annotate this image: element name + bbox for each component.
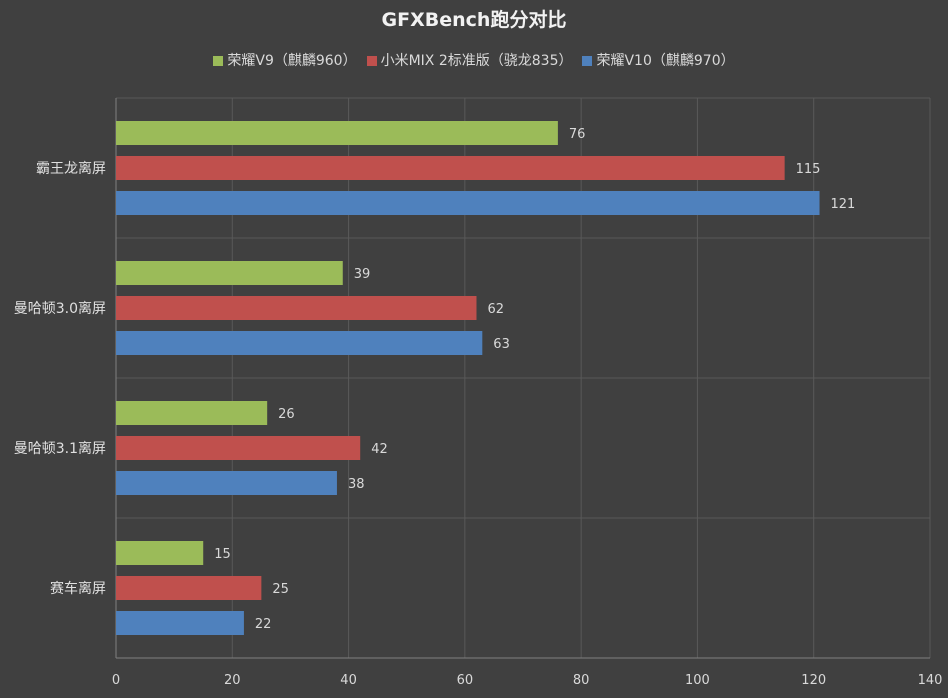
data-label: 26 bbox=[278, 407, 295, 422]
legend-entry: 荣耀V10（麒麟970） bbox=[582, 50, 735, 72]
data-label: 121 bbox=[831, 197, 856, 212]
data-label: 15 bbox=[214, 547, 231, 562]
x-tick-label: 60 bbox=[457, 673, 474, 688]
legend-swatch bbox=[366, 56, 377, 66]
chart-title: GFXBench跑分对比 bbox=[381, 9, 567, 31]
data-label: 42 bbox=[371, 442, 388, 457]
x-tick-label: 100 bbox=[685, 673, 710, 688]
bar bbox=[116, 611, 244, 635]
bar bbox=[116, 471, 337, 495]
bar bbox=[116, 261, 343, 285]
category-label: 赛车离屏 bbox=[50, 580, 106, 597]
legend-label: 荣耀V9（麒麟960） bbox=[227, 53, 357, 69]
legend-label: 小米MIX 2标准版（骁龙835） bbox=[380, 53, 573, 69]
bar bbox=[116, 331, 483, 355]
legend-swatch bbox=[213, 56, 224, 66]
data-label: 76 bbox=[569, 127, 586, 142]
data-label: 115 bbox=[796, 162, 821, 177]
bar bbox=[116, 156, 785, 180]
bar bbox=[116, 191, 820, 215]
chart-legend: 荣耀V9（麒麟960） 小米MIX 2标准版（骁龙835） 荣耀V10（麒麟970） bbox=[0, 50, 948, 72]
x-tick-label: 20 bbox=[224, 673, 241, 688]
bar bbox=[116, 541, 204, 565]
data-label: 39 bbox=[354, 267, 371, 282]
legend-label: 荣耀V10（麒麟970） bbox=[596, 53, 735, 69]
x-tick-label: 120 bbox=[801, 673, 826, 688]
legend-entry: 小米MIX 2标准版（骁龙835） bbox=[366, 50, 573, 72]
data-label: 38 bbox=[348, 477, 365, 492]
data-label: 63 bbox=[493, 337, 510, 352]
x-tick-label: 80 bbox=[573, 673, 590, 688]
bar bbox=[116, 436, 361, 460]
x-tick-label: 40 bbox=[340, 673, 357, 688]
category-label: 曼哈顿3.0离屏 bbox=[14, 300, 106, 317]
legend-entry: 荣耀V9（麒麟960） bbox=[213, 50, 357, 72]
bar bbox=[116, 576, 262, 600]
bar bbox=[116, 121, 558, 145]
legend-swatch bbox=[582, 56, 593, 66]
x-tick-label: 0 bbox=[112, 673, 120, 688]
bar bbox=[116, 401, 268, 425]
data-label: 62 bbox=[487, 302, 504, 317]
x-tick-label: 140 bbox=[918, 673, 943, 688]
bar bbox=[116, 296, 477, 320]
data-label: 22 bbox=[255, 617, 272, 632]
category-label: 曼哈顿3.1离屏 bbox=[14, 440, 106, 457]
category-label: 霸王龙离屏 bbox=[36, 160, 106, 177]
data-label: 25 bbox=[272, 582, 289, 597]
